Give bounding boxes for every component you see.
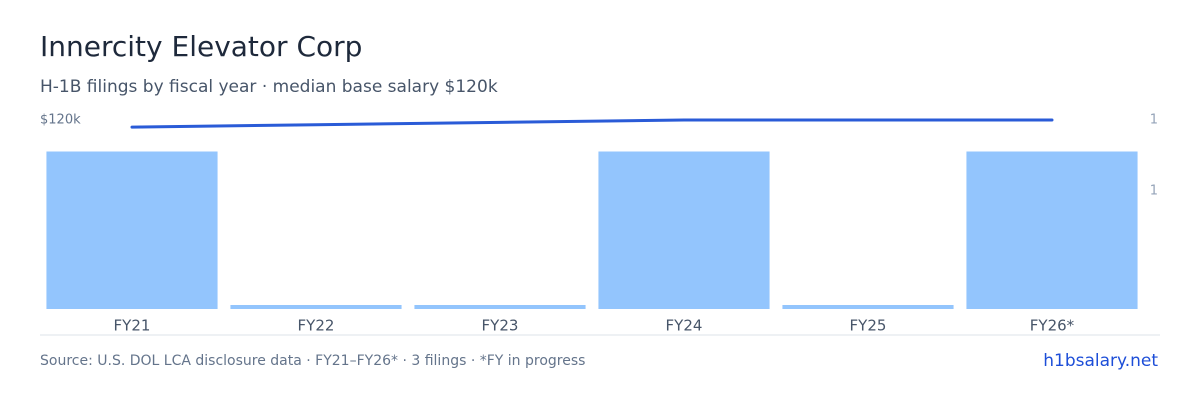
- salary-line: [130, 118, 1054, 129]
- x-tick-label: FY26*: [1030, 317, 1075, 335]
- footer: Source: U.S. DOL LCA disclosure data · F…: [40, 353, 585, 369]
- bar: [782, 305, 954, 309]
- chart-subtitle: H-1B filings by fiscal year · median bas…: [40, 77, 498, 97]
- bar: [46, 151, 218, 309]
- y-tick-label: 1: [1150, 113, 1158, 128]
- x-tick-label: FY22: [298, 317, 335, 335]
- bar: [414, 305, 586, 309]
- x-tick-label: FY25: [850, 317, 887, 335]
- x-tick-label: FY24: [666, 317, 703, 335]
- bar: [230, 305, 402, 309]
- chart-title: Innercity Elevator Corp: [40, 30, 362, 63]
- bar: [598, 151, 770, 309]
- site-link[interactable]: h1bsalary.net: [1043, 351, 1158, 371]
- x-tick-label: FY23: [482, 317, 519, 335]
- x-tick-label: FY21: [114, 317, 151, 335]
- bar: [966, 151, 1138, 309]
- y-tick-label: 1: [1150, 183, 1158, 198]
- y2-tick-label: $120k: [40, 113, 81, 128]
